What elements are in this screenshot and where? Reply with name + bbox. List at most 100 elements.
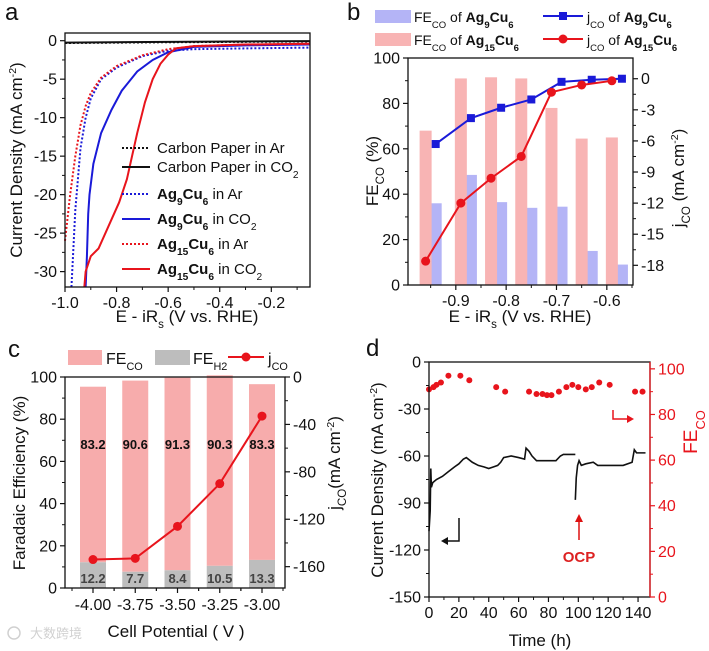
label-part: in Ar (208, 186, 242, 203)
series-line-1 (64, 40, 311, 44)
jco-point (431, 140, 440, 149)
legend-label: FECO of Ag9Cu6 (414, 9, 514, 31)
label-part: CO (337, 489, 349, 506)
fe-co-bar (80, 386, 106, 563)
label-part: Cu (188, 236, 208, 253)
jco-point (88, 555, 98, 565)
label-part: j (325, 506, 344, 511)
y-tick-label: 60 (382, 141, 400, 158)
label-part: Cu (648, 9, 667, 25)
y-tick-label: -60 (398, 449, 421, 466)
fe-h2-value: 13.3 (249, 571, 274, 586)
fe-co-point (466, 377, 473, 384)
y-tick-label: 0 (641, 71, 650, 88)
x-axis-title: Time (h) (509, 631, 572, 650)
fe-co-point (493, 384, 500, 391)
legend-marker (559, 12, 567, 20)
fe-co-point (548, 392, 555, 399)
label-part: Current Density (mA cm (368, 397, 387, 577)
label-part: 6 (208, 247, 214, 258)
jco-point (617, 74, 626, 83)
jco-point (466, 114, 475, 123)
label-part: 15 (643, 43, 654, 54)
y-tick-label: 60 (39, 454, 57, 471)
y-tick-label: -20 (34, 187, 57, 204)
x-tick-label: -3.00 (244, 597, 281, 614)
y-axis-title: FECO (%) (363, 136, 387, 206)
left-axis-arrow (446, 518, 460, 542)
label-part: H2 (213, 361, 227, 373)
x-tick-label: 140 (625, 605, 652, 622)
y-tick-label: -150 (389, 590, 421, 607)
right-axis-arrow (612, 410, 628, 420)
label-part: of (604, 9, 623, 25)
label-part: Cu (183, 186, 203, 203)
label-part: ) (7, 62, 26, 68)
bar-1-0 (419, 130, 432, 285)
label-part: 15 (177, 247, 189, 258)
label-part: ) (368, 382, 387, 388)
legend-label: Ag9Cu6 in Ar (157, 186, 243, 208)
label-part: j (586, 9, 590, 25)
fe-co-value: 90.6 (123, 437, 148, 452)
label-part: E - iR (449, 307, 492, 326)
fe-co-point (575, 384, 582, 391)
x-tick-label: -0.9 (442, 293, 470, 310)
jco-point (516, 151, 526, 161)
fe-h2-bar (206, 565, 233, 588)
legend-label: Carbon Paper in CO2 (157, 159, 299, 181)
label-part: 6 (203, 197, 209, 208)
label-part: Time (h) (509, 631, 572, 650)
label-part: of (604, 32, 623, 48)
label-part: 2 (293, 170, 299, 181)
watermark-text: 大数跨境 (30, 626, 82, 641)
fe-co-point (639, 388, 646, 395)
label-part: -2 (368, 388, 380, 398)
x-tick-label: -4.00 (75, 597, 112, 614)
label-part: Ag (466, 9, 485, 25)
label-part: Cu (490, 9, 509, 25)
bar-0-5 (585, 250, 598, 285)
label-part: FE (681, 430, 702, 454)
legend-swatch (375, 33, 411, 46)
label-part: CO (681, 206, 693, 223)
label-part: Cu (653, 32, 672, 48)
y-tick-label: 0 (412, 355, 421, 372)
label-part: Ag (157, 261, 177, 278)
legend-swatch (375, 10, 411, 23)
bar-0-1 (464, 174, 477, 285)
y-tick-label: 40 (382, 187, 400, 204)
label-part: CO (590, 20, 604, 31)
bar-0-3 (525, 207, 538, 285)
watermark: 大数跨境 (7, 626, 82, 641)
jco-point (486, 173, 496, 183)
x-tick-label: 0 (425, 605, 434, 622)
y-axis-title-right: FECO (681, 410, 708, 454)
x-tick-label: 40 (480, 605, 498, 622)
label-part: -2 (669, 134, 681, 144)
jco-point (577, 80, 587, 90)
y-axis-title: Current Density (mA cm-2) (368, 382, 387, 577)
x-tick-label: -0.6 (154, 295, 182, 312)
fe-co-value: 83.3 (249, 437, 274, 452)
bar-1-6 (605, 137, 618, 285)
jco-point (587, 75, 596, 84)
label-part: CO (272, 361, 288, 373)
legend-swatch-fe-co (68, 350, 102, 365)
fe-co-bar (122, 380, 149, 572)
fe-co-value: 83.2 (80, 437, 105, 452)
jco-point (456, 198, 466, 208)
label-part: 9 (484, 20, 489, 31)
x-tick-label: -3.25 (202, 597, 239, 614)
label-part: (mA cm (325, 431, 344, 489)
x-tick-label: 120 (595, 605, 622, 622)
y-tick-label: -160 (293, 559, 325, 576)
y-tick-label: 20 (382, 232, 400, 249)
bar-0-2 (495, 202, 508, 285)
current-density-line-0 (428, 446, 576, 532)
label-part: (V vs. RHE) (164, 307, 258, 326)
label-part: Current Density (mA cm (7, 77, 26, 257)
y-tick-label: 100 (658, 361, 685, 378)
label-part: 2 (257, 272, 263, 283)
bar-1-5 (575, 138, 588, 285)
